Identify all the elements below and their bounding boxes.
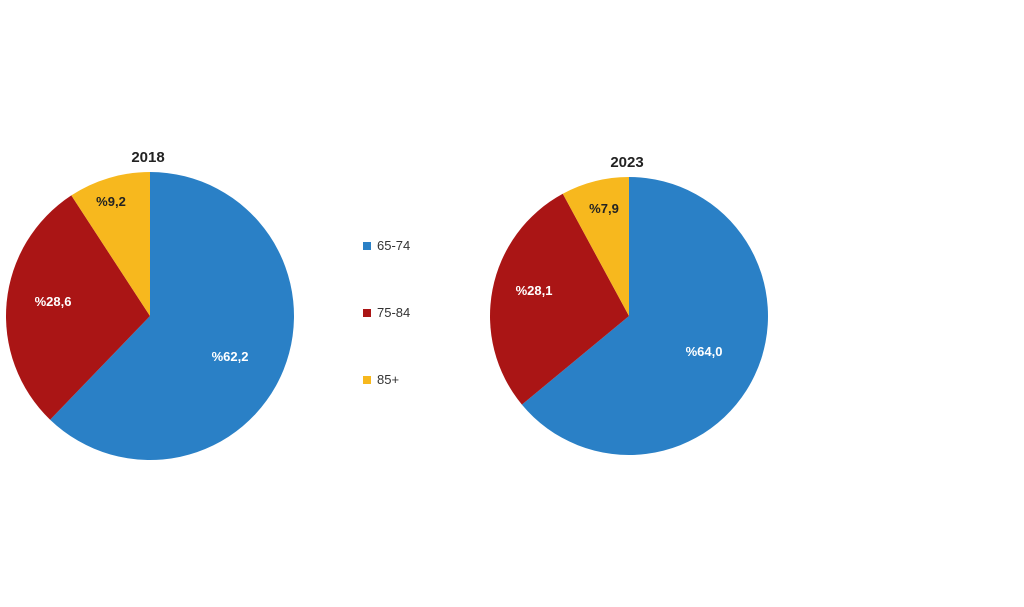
pie-2023-label-75-84: %28,1	[516, 283, 553, 298]
legend-label-75-84: 75-84	[377, 305, 411, 320]
legend-item-65-74: 65-74	[363, 238, 453, 256]
pie-2018-label-65-74: %62,2	[212, 349, 249, 364]
legend-label-85-plus: 85+	[377, 372, 400, 387]
legend-item-85-plus: 85+	[363, 372, 453, 390]
legend-swatch-75-84	[363, 309, 371, 317]
pie-2018-title: 2018	[131, 149, 164, 166]
pie-2023-slice-75-84	[490, 193, 629, 405]
pie-2018-label-85-plus: %9,2	[96, 194, 126, 209]
legend-label-65-74: 65-74	[377, 238, 411, 253]
legend: 65-74 75-84 85+	[363, 238, 453, 439]
pie-2023-label-85-plus: %7,9	[589, 201, 619, 216]
pie-2023-slice-65-74	[521, 177, 768, 455]
legend-swatch-85-plus	[363, 376, 371, 384]
legend-swatch-65-74	[363, 242, 371, 250]
pie-2023-label-65-74: %64,0	[686, 344, 723, 359]
pie-2018-slice-75-84	[6, 195, 150, 420]
pie-2023-slice-85-plus	[562, 177, 629, 316]
pie-2018-slice-85-plus	[71, 172, 150, 316]
pie-2018-slice-65-74	[50, 172, 294, 460]
legend-item-75-84: 75-84	[363, 305, 453, 323]
pie-2023-title: 2023	[610, 154, 643, 171]
pie-2018-label-75-84: %28,6	[35, 294, 72, 309]
